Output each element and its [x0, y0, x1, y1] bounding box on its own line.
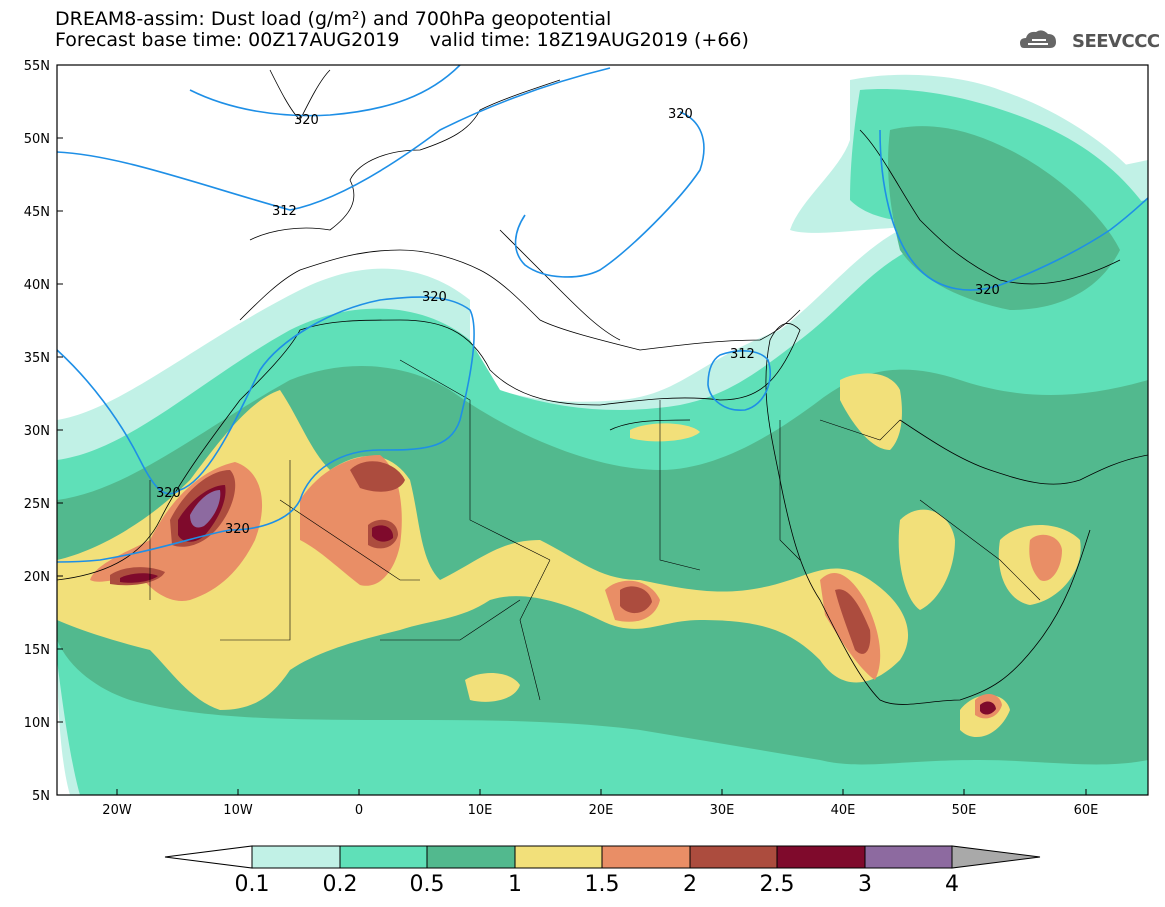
- lat-label: 45N: [24, 205, 50, 220]
- lon-label: 20W: [102, 803, 132, 818]
- border: [149, 359, 1041, 701]
- colorbar-label: 3: [858, 872, 872, 897]
- lat-label: 20N: [24, 570, 50, 585]
- colorbar-swatch: [689, 845, 778, 869]
- lon-label: 60E: [1074, 803, 1099, 818]
- dust-level-1: [630, 423, 700, 442]
- coastline: [859, 129, 1121, 285]
- lat-label: 50N: [24, 132, 50, 147]
- colorbar-swatch: [251, 845, 341, 869]
- contour-label: 320: [294, 113, 319, 128]
- colorbar-lower-arrow: [164, 845, 253, 869]
- dust-level-1: [57, 390, 909, 710]
- dust-level-0.5: [888, 126, 1120, 310]
- contour-label: 320: [975, 283, 1000, 298]
- latitude-axis: [57, 64, 63, 796]
- lat-label: 55N: [24, 59, 50, 74]
- contour-label: 320: [225, 522, 250, 537]
- colorbar-label: 1.5: [584, 872, 620, 897]
- colorbar-swatch: [339, 845, 428, 869]
- coastline: [899, 419, 1148, 485]
- coastline: [499, 229, 621, 341]
- lon-label: 0: [355, 803, 363, 818]
- geopotential-contour-312: [57, 67, 611, 211]
- dust-level-2.5: [120, 573, 158, 583]
- colorbar-label: 2: [683, 872, 697, 897]
- contour-label: 320: [156, 486, 181, 501]
- contour-label: 320: [422, 290, 447, 305]
- longitude-axis: [116, 789, 1087, 795]
- forecast-time-line: Forecast base time: 00Z17AUG2019 valid t…: [55, 29, 749, 51]
- map-title: DREAM8-assim: Dust load (g/m²) and 700hP…: [55, 8, 612, 30]
- dust-level-2.5: [372, 525, 394, 542]
- colorbar: [164, 845, 1041, 869]
- lat-label: 35N: [24, 351, 50, 366]
- lat-label: 10N: [24, 716, 50, 731]
- colorbar-label: 0.5: [409, 872, 445, 897]
- lat-label: 40N: [24, 278, 50, 293]
- lon-label: 40E: [831, 803, 856, 818]
- lon-label: 30E: [710, 803, 735, 818]
- dust-level-2: [620, 586, 652, 614]
- lon-label: 20E: [589, 803, 614, 818]
- colorbar-swatch: [776, 845, 866, 869]
- coastline: [269, 69, 331, 121]
- lat-label: 15N: [24, 643, 50, 658]
- dust-level-2: [350, 461, 405, 492]
- geopotential-contour-320: [189, 65, 461, 117]
- geopotential-contour-320: [879, 129, 1148, 291]
- lon-label: 50E: [952, 803, 977, 818]
- colorbar-swatch: [514, 845, 603, 869]
- lat-label: 5N: [32, 789, 50, 804]
- coastline: [249, 79, 561, 241]
- coastline: [239, 249, 801, 351]
- coastline: [57, 319, 1091, 705]
- geopotential-contour-320: [57, 296, 475, 563]
- contour-label: 320: [668, 107, 693, 122]
- colorbar-label: 0.2: [322, 872, 358, 897]
- colorbar-swatch: [601, 845, 691, 869]
- lon-label: 10W: [223, 803, 253, 818]
- lat-label: 25N: [24, 497, 50, 512]
- colorbar-upper-arrow: [951, 845, 1041, 869]
- colorbar-label: 4: [945, 872, 959, 897]
- dust-level-3: [190, 490, 221, 528]
- contour-label: 312: [730, 347, 755, 362]
- dust-level-1: [465, 673, 520, 702]
- dust-level-2: [835, 589, 871, 654]
- geopotential-contour-312: [707, 350, 772, 411]
- dust-level-2.5: [980, 701, 996, 715]
- coastline: [609, 419, 691, 431]
- colorbar-label: 1: [508, 872, 522, 897]
- colorbar-swatch: [426, 845, 516, 869]
- logo-text: SEEVCCC: [1072, 31, 1160, 52]
- lon-label: 10E: [468, 803, 493, 818]
- contour-label: 312: [272, 204, 297, 219]
- lat-label: 30N: [24, 424, 50, 439]
- geopotential-contour-320: [514, 111, 705, 278]
- colorbar-swatch: [864, 845, 953, 869]
- dust-level-1.5: [1029, 534, 1062, 581]
- colorbar-label: 0.1: [234, 872, 270, 897]
- colorbar-label: 2.5: [759, 872, 795, 897]
- dust-level-1: [840, 373, 902, 450]
- dust-level-1: [898, 509, 955, 610]
- cloud-icon: [1020, 30, 1056, 48]
